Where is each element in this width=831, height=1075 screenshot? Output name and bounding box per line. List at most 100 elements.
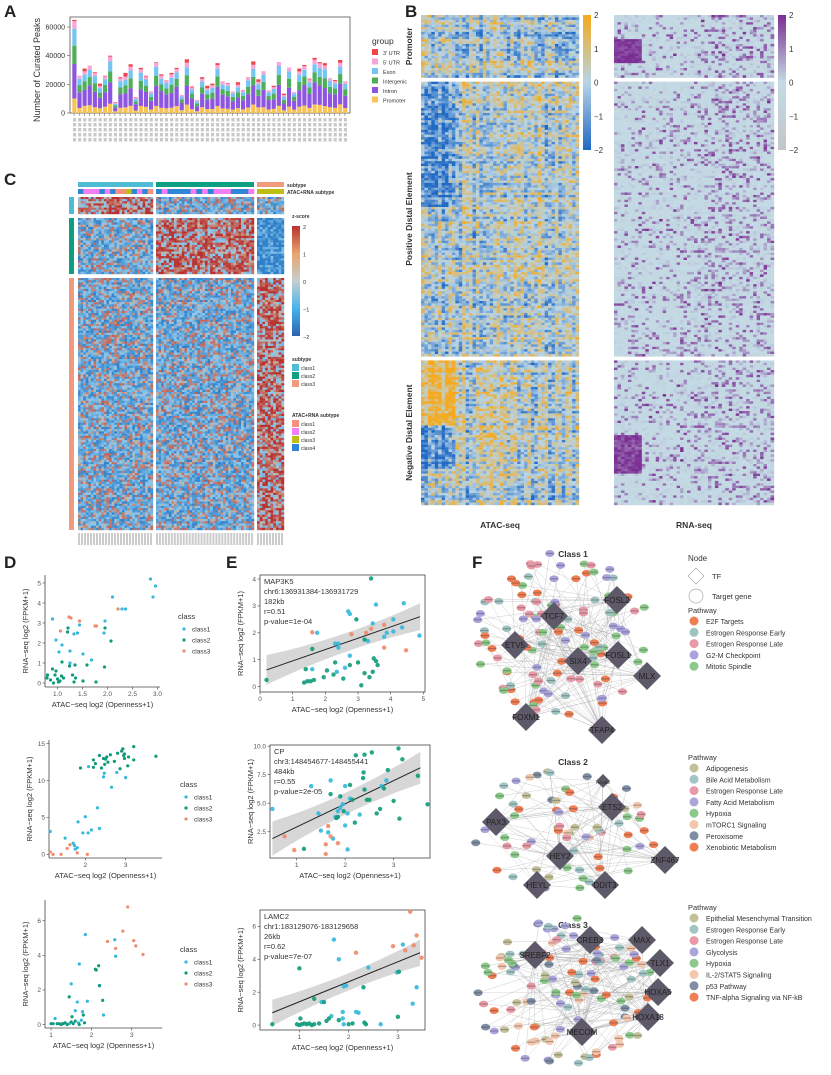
data-point-class1: [384, 630, 389, 636]
data-point-class1: [89, 658, 94, 662]
x-tick-label: [200, 123, 204, 127]
x-tick-label: [277, 138, 281, 142]
target-gene-node: [474, 640, 484, 647]
target-gene-node: [597, 694, 607, 702]
target-gene-label: [544, 876, 553, 878]
data-point-class2: [99, 766, 104, 770]
bar-segment: [148, 96, 154, 101]
bar-segment: [256, 107, 261, 113]
x-tick-label: [175, 123, 179, 127]
x-tick-label: [119, 123, 123, 127]
target-gene-node: [608, 574, 618, 582]
atac-rna-annotation: [167, 189, 174, 194]
target-gene-node: [480, 962, 491, 970]
y-tick-label: 2: [37, 640, 41, 647]
column-label: [123, 533, 125, 545]
legend-swatch: [292, 444, 299, 451]
column-label: [120, 533, 122, 545]
target-gene-node: [547, 975, 558, 983]
target-gene-label: [534, 680, 543, 682]
data-point-class1: [85, 999, 89, 1003]
network-edge: [494, 1010, 583, 1033]
x-tick-label: [216, 133, 220, 137]
data-point-class2: [126, 764, 130, 768]
target-gene-node: [526, 997, 536, 1005]
data-point-class1: [378, 1022, 383, 1027]
y-tick-label: 2: [37, 987, 41, 994]
target-gene-label: [565, 791, 574, 794]
data-point-class2: [60, 660, 64, 664]
x-tick-label: [226, 123, 230, 127]
target-gene-node: [649, 841, 659, 849]
target-gene-label: [540, 980, 549, 982]
target-gene-node: [552, 669, 562, 677]
bar-segment: [82, 81, 87, 90]
atac-rna-annotation: [142, 189, 148, 194]
network-edge: [503, 615, 555, 691]
tf-node: [633, 662, 661, 690]
target-gene-label: [545, 552, 554, 555]
colorbar-tick-label: 2: [594, 11, 599, 20]
bar-segment: [251, 85, 256, 105]
bar-segment: [302, 105, 307, 113]
column-label: [200, 533, 203, 545]
data-point-class1: [314, 630, 320, 636]
bar-segment: [235, 82, 241, 85]
target-gene-node: [574, 675, 585, 683]
network-edge: [498, 601, 603, 731]
target-gene-label: [480, 829, 489, 831]
network-edge: [506, 599, 618, 671]
target-gene-node: [538, 628, 548, 636]
x-tick-label: [257, 118, 261, 122]
column-label: [176, 533, 179, 545]
bar-segment: [87, 105, 92, 113]
bar-segment: [338, 104, 343, 113]
target-gene-node: [502, 667, 512, 675]
target-gene-node: [508, 800, 518, 808]
data-point-class3: [77, 619, 82, 623]
bar-segment: [108, 61, 113, 72]
network-edge: [518, 806, 613, 810]
x-tick-label: [343, 128, 347, 132]
x-tick-label: [231, 138, 235, 142]
x-tick-label: [292, 133, 296, 137]
data-point-class3: [408, 909, 413, 914]
bar-segment: [281, 103, 287, 111]
target-gene-node: [582, 773, 592, 780]
bar-segment: [200, 93, 205, 108]
pathway-legend-swatch: [689, 616, 699, 626]
bar-segment: [343, 83, 348, 90]
target-gene-label: [554, 829, 563, 832]
target-gene-label: [611, 957, 620, 960]
x-tick-label: [333, 138, 337, 142]
bar-segment: [113, 102, 118, 103]
bar-segment: [169, 77, 174, 85]
target-gene-label: [493, 657, 502, 659]
column-label: [191, 533, 194, 545]
x-tick-label: [282, 128, 286, 132]
pathway-legend-label: Estrogen Response Early: [706, 630, 786, 637]
pathway-legend-swatch: [689, 808, 699, 818]
target-gene-label: [593, 826, 602, 828]
target-gene-label: [594, 856, 603, 858]
x-tick-label: [226, 128, 230, 132]
x-tick-label: 3: [356, 696, 360, 703]
column-label: [257, 533, 259, 545]
bar-segment: [108, 71, 113, 83]
x-tick-label: [241, 118, 245, 122]
x-tick-label: [318, 138, 322, 142]
x-tick-label: [308, 138, 312, 142]
target-gene-label: [510, 854, 519, 856]
target-gene-node: [499, 782, 509, 790]
data-point-class2: [101, 998, 105, 1002]
bar-segment: [159, 91, 164, 108]
x-tick-label: [251, 118, 255, 122]
x-tick-label: [103, 138, 107, 142]
data-point-class2: [369, 750, 375, 755]
data-point-class2: [316, 1021, 322, 1026]
legend-label: class1: [194, 795, 213, 802]
bar-segment: [205, 90, 210, 95]
bar-segment: [276, 74, 281, 85]
data-point-class2: [370, 669, 375, 675]
